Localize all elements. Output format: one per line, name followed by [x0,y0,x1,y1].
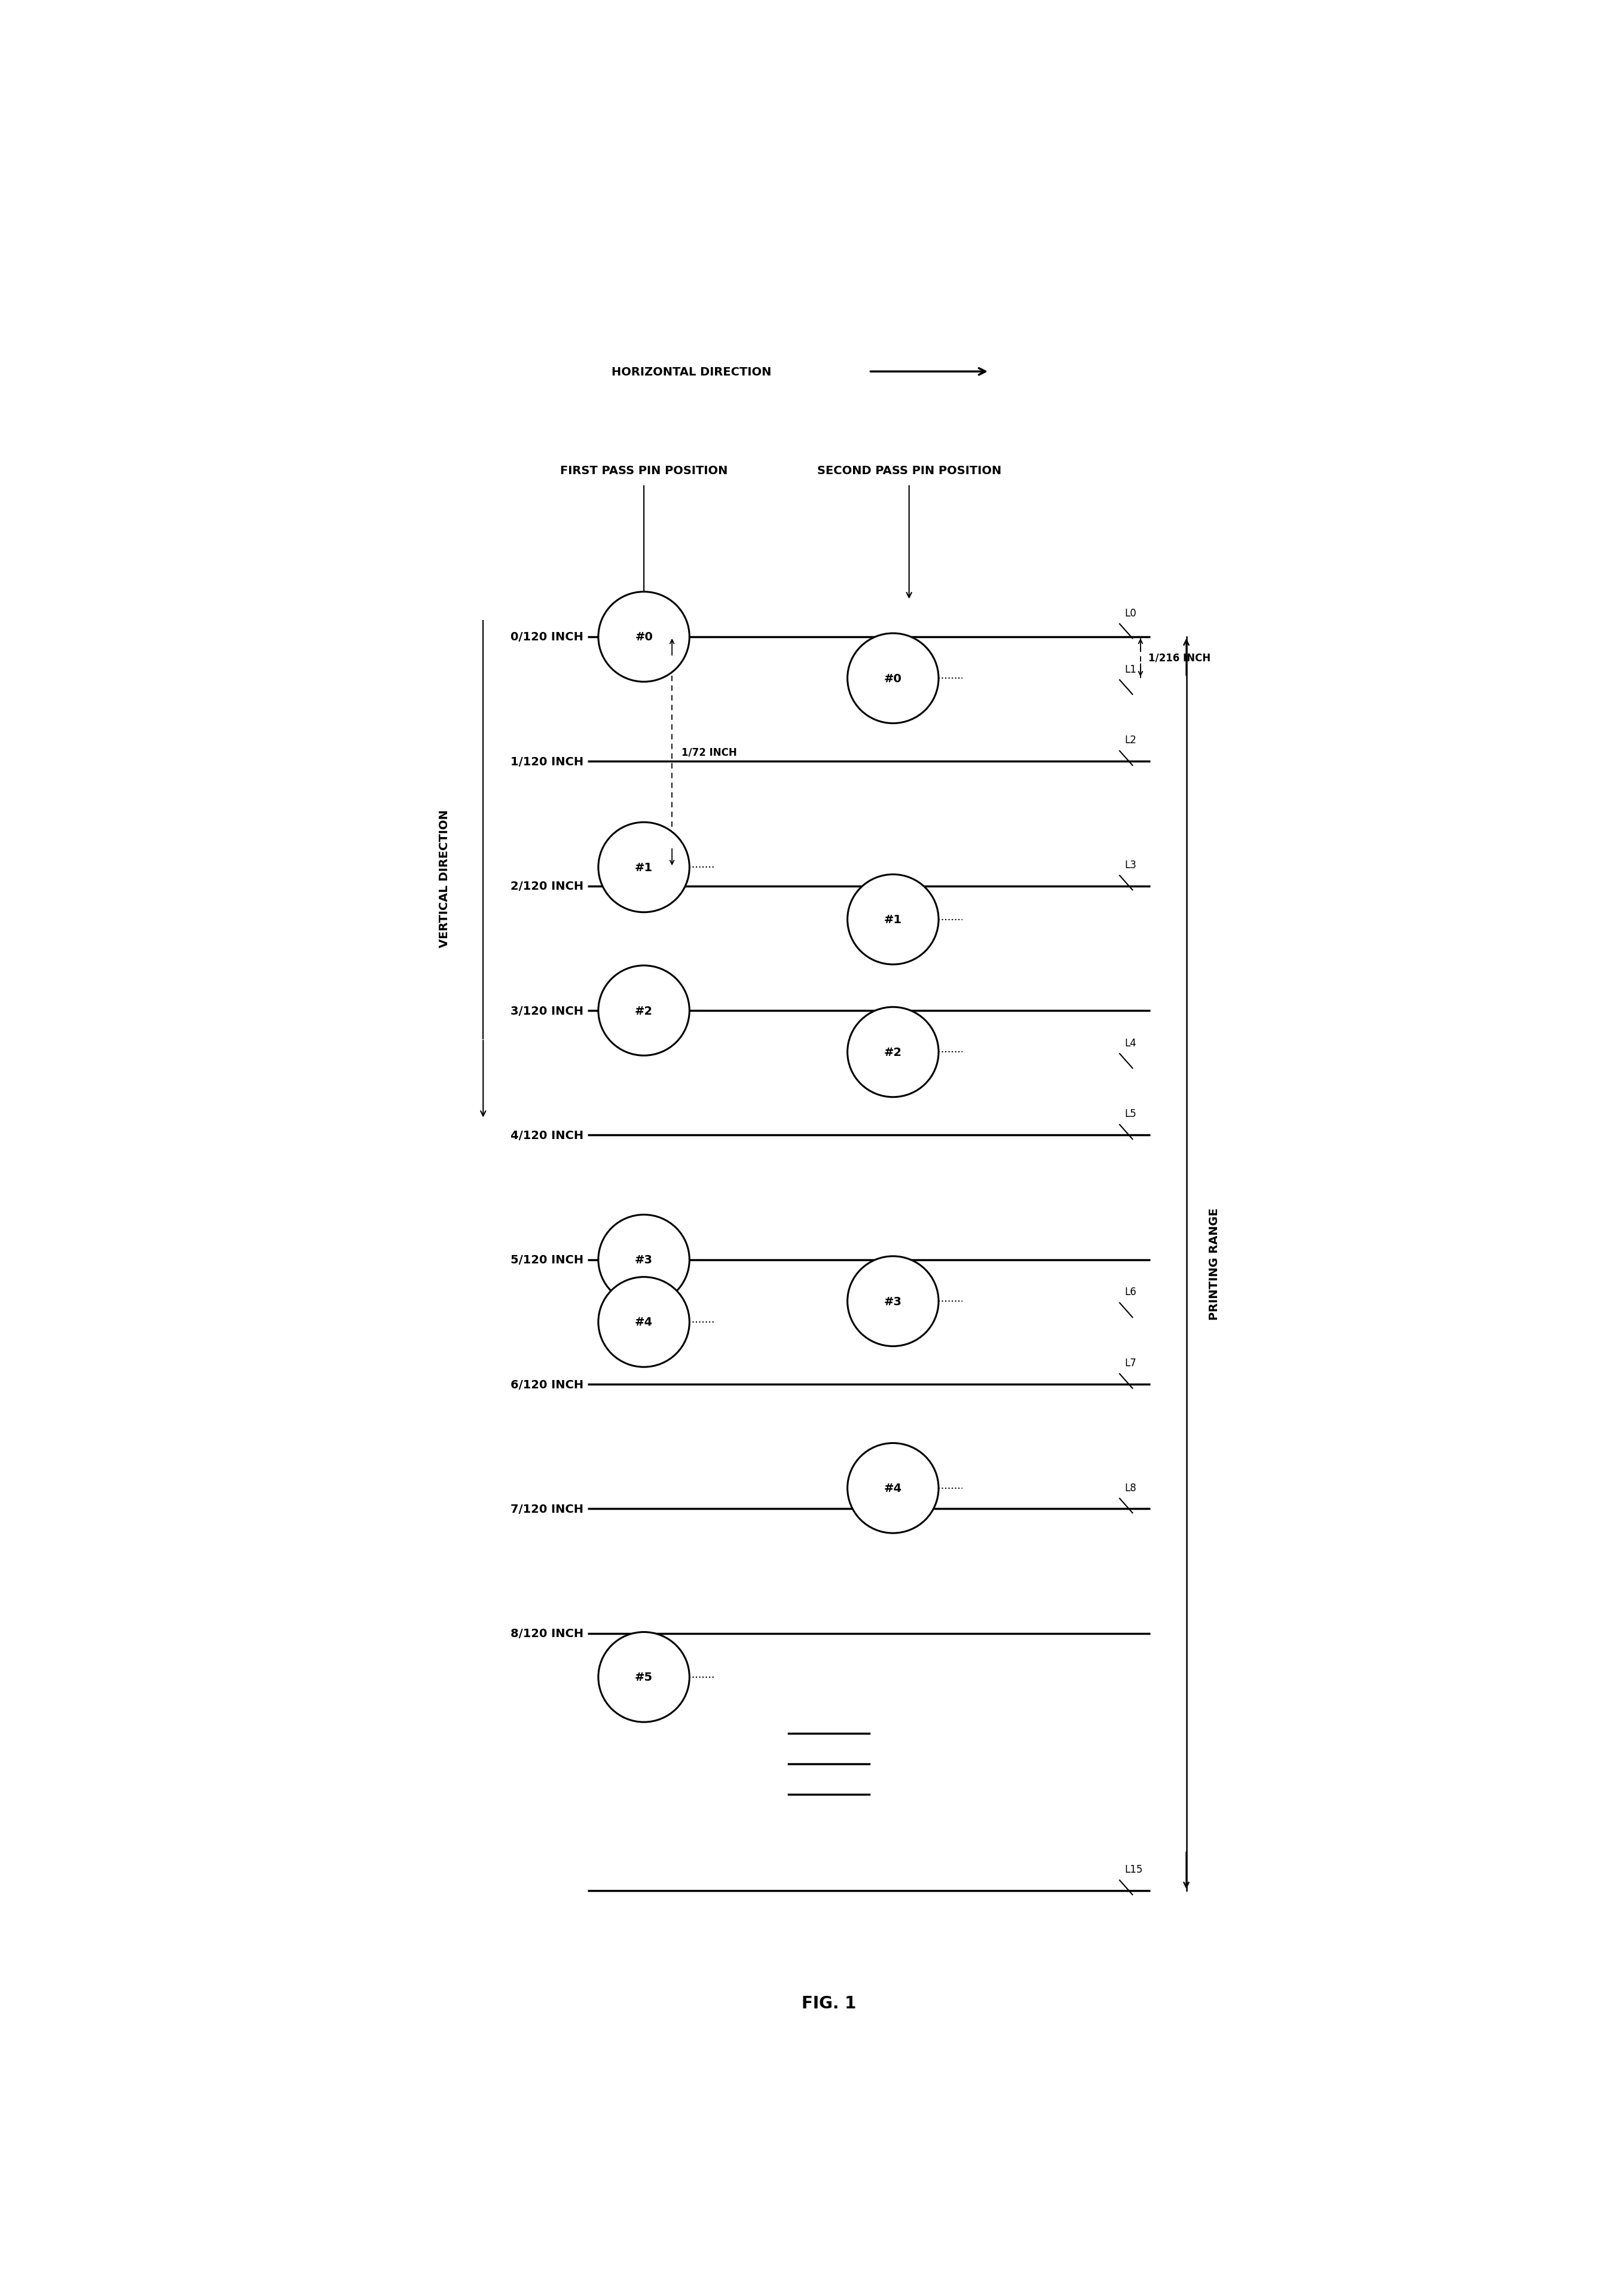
Text: #1: #1 [884,914,902,925]
Text: FIG. 1: FIG. 1 [802,1995,855,2011]
Ellipse shape [847,1444,938,1534]
Text: #1: #1 [635,861,653,872]
Text: L6: L6 [1124,1286,1137,1297]
Text: #4: #4 [635,1316,653,1327]
Text: 8/120 INCH: 8/120 INCH [511,1628,584,1639]
Text: 6/120 INCH: 6/120 INCH [511,1380,584,1389]
Text: #3: #3 [635,1254,653,1265]
Text: L2: L2 [1124,735,1137,746]
Text: 2/120 INCH: 2/120 INCH [511,882,584,891]
Text: VERTICAL DIRECTION: VERTICAL DIRECTION [438,808,450,948]
Text: 1/120 INCH: 1/120 INCH [511,755,584,767]
Text: L15: L15 [1124,1864,1143,1874]
Text: FIRST PASS PIN POSITION: FIRST PASS PIN POSITION [559,466,728,478]
Text: #0: #0 [884,673,902,684]
Ellipse shape [598,592,689,682]
Ellipse shape [598,1632,689,1722]
Text: 0/120 INCH: 0/120 INCH [511,631,584,643]
Text: #2: #2 [884,1047,902,1058]
Text: 7/120 INCH: 7/120 INCH [511,1504,584,1515]
Text: L4: L4 [1124,1038,1137,1049]
Ellipse shape [598,967,689,1056]
Ellipse shape [847,634,938,723]
Text: #0: #0 [635,631,653,643]
Text: #5: #5 [635,1671,653,1683]
Text: L8: L8 [1124,1483,1137,1492]
Text: 4/120 INCH: 4/120 INCH [511,1130,584,1141]
Ellipse shape [598,822,689,912]
Text: L7: L7 [1124,1357,1137,1368]
Text: PRINTING RANGE: PRINTING RANGE [1210,1208,1221,1320]
Ellipse shape [847,1256,938,1345]
Text: #3: #3 [884,1295,902,1306]
Ellipse shape [847,1008,938,1097]
Text: 5/120 INCH: 5/120 INCH [511,1254,584,1265]
Ellipse shape [598,1277,689,1366]
Text: SECOND PASS PIN POSITION: SECOND PASS PIN POSITION [817,466,1001,478]
Text: 1/216 INCH: 1/216 INCH [1148,652,1211,664]
Text: 1/72 INCH: 1/72 INCH [682,746,737,758]
Ellipse shape [847,875,938,964]
Text: #2: #2 [635,1006,653,1017]
Text: L0: L0 [1124,608,1137,618]
Text: #4: #4 [884,1483,902,1495]
Ellipse shape [598,1215,689,1304]
Text: 3/120 INCH: 3/120 INCH [511,1006,584,1017]
Text: HORIZONTAL DIRECTION: HORIZONTAL DIRECTION [611,367,771,377]
Text: L1: L1 [1124,664,1137,675]
Text: L3: L3 [1124,859,1137,870]
Text: L5: L5 [1124,1109,1137,1118]
